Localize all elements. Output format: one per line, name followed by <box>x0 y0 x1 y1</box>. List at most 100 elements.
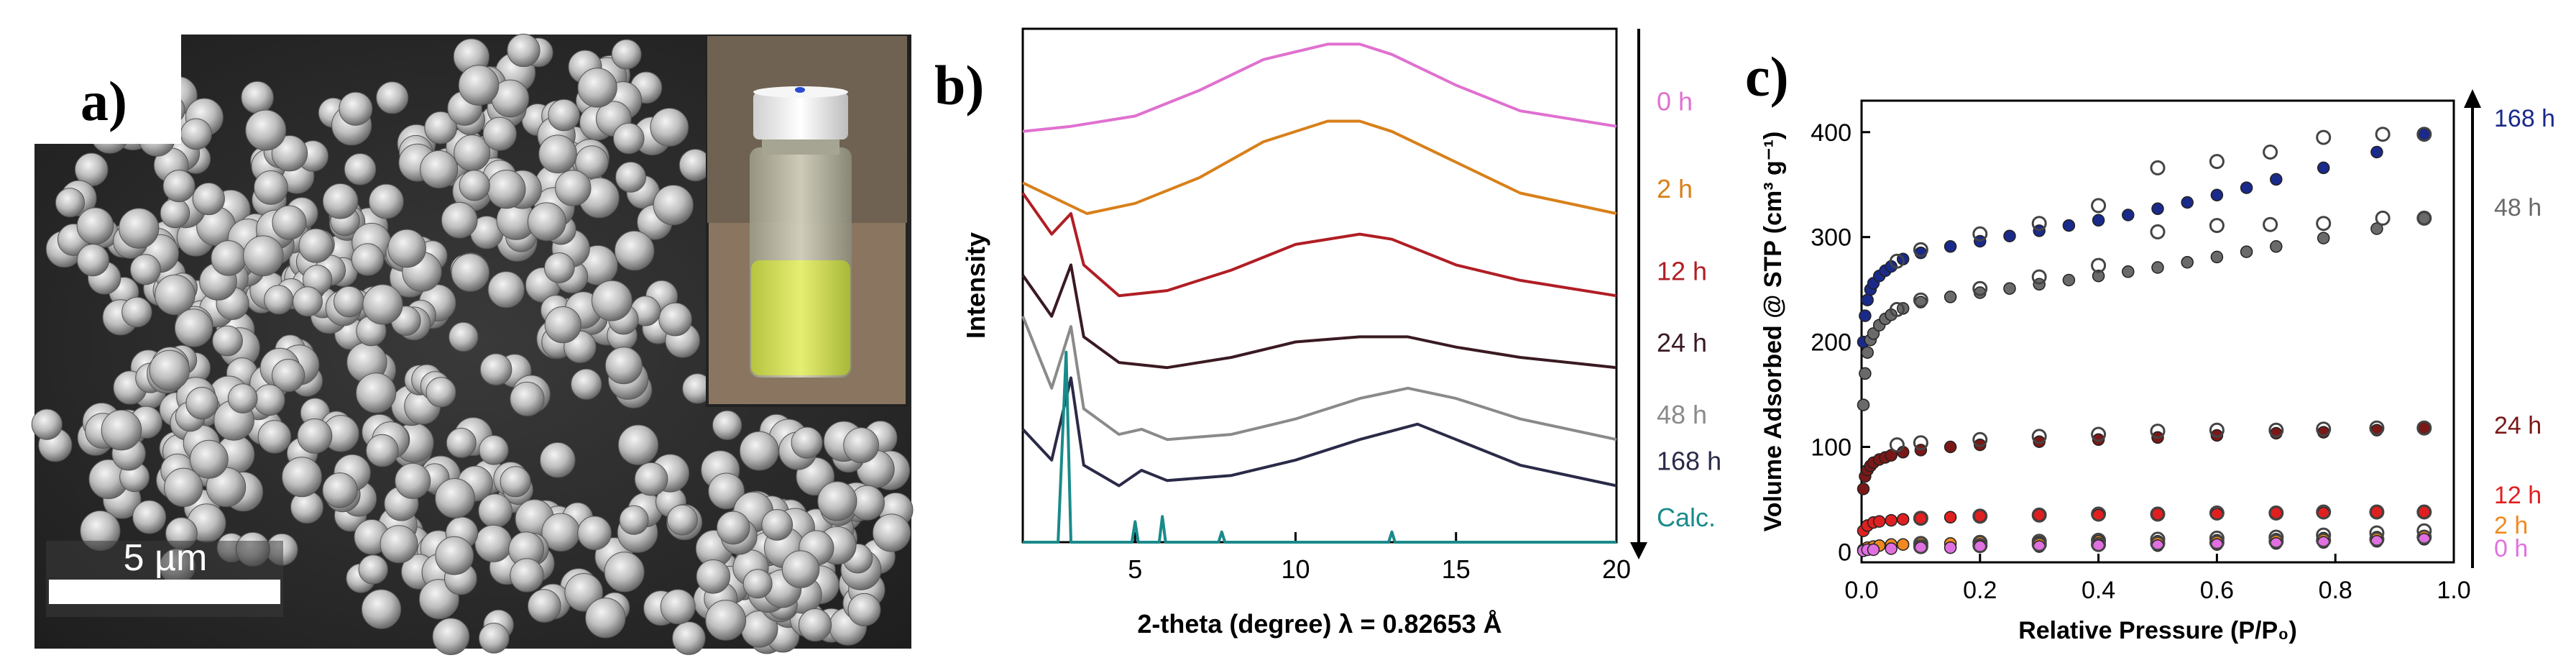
x-axis-label: Relative Pressure (P/P₀) <box>2018 617 2297 644</box>
series-label: 168 h <box>1657 447 1721 476</box>
x-tick-label: 15 <box>1442 554 1471 584</box>
desorption-point <box>1972 538 1988 554</box>
desorption-point <box>1889 437 1905 453</box>
sem-sphere <box>212 325 243 357</box>
desorption-point <box>2091 506 2107 522</box>
sem-sphere <box>55 188 86 218</box>
sem-sphere <box>538 134 577 173</box>
adsorption-point <box>2122 209 2135 221</box>
sem-sphere <box>362 284 403 325</box>
desorption-point <box>2268 505 2284 521</box>
x-tick-label: 0.0 <box>1844 577 1878 604</box>
adsorption-point <box>2370 222 2383 235</box>
sem-sphere <box>604 347 643 385</box>
xrd-chart: 5 10 15 20 2-theta (degree) λ = 0.82653 Å Int… <box>961 27 1721 639</box>
desorption-point <box>2150 536 2166 552</box>
sem-sphere <box>716 511 750 545</box>
desorption-point <box>2316 504 2332 520</box>
desorption-point <box>1913 292 1928 308</box>
sem-sphere <box>426 377 456 408</box>
desorption-point <box>2150 506 2166 522</box>
sem-sphere <box>366 434 399 467</box>
desorption-point <box>2150 224 2166 239</box>
sem-sphere <box>458 65 500 106</box>
desorption-point <box>2316 532 2332 548</box>
adsorption-point <box>1896 513 1910 526</box>
desorption-point <box>2268 534 2284 549</box>
desorption-point <box>2150 424 2166 439</box>
desorption-point <box>2031 507 2047 523</box>
series-label: 168 h <box>2494 105 2555 132</box>
x-tick-label: 0.2 <box>1963 577 1997 604</box>
sem-sphere <box>575 145 609 179</box>
y-axis-label: Intensity <box>961 232 990 339</box>
sem-sphere <box>712 410 742 440</box>
sem-sphere <box>387 229 426 268</box>
sem-sphere <box>798 608 832 642</box>
desorption-point <box>2209 218 2225 234</box>
y-tick-label: 100 <box>1811 434 1852 462</box>
sem-sphere <box>604 552 645 593</box>
sem-sphere <box>474 524 512 562</box>
sem-sphere <box>376 81 409 114</box>
sem-sphere <box>487 271 525 308</box>
sem-sphere <box>660 589 696 625</box>
adsorption-point <box>2003 282 2016 295</box>
sem-sphere <box>351 243 385 276</box>
sem-sphere <box>577 68 617 108</box>
sem-sphere <box>571 368 602 400</box>
x-tick-label: 1.0 <box>2437 577 2470 604</box>
sem-sphere <box>791 426 823 459</box>
vial-liquid <box>751 260 850 375</box>
sem-sphere <box>742 569 773 599</box>
adsorption-point <box>2092 269 2105 283</box>
series-label: 48 h <box>2494 194 2542 221</box>
desorption-point <box>2031 429 2047 444</box>
desorption-point <box>1889 253 1905 269</box>
sem-sphere <box>211 240 247 276</box>
sem-sphere <box>650 108 689 147</box>
adsorption-point <box>1857 398 1870 411</box>
sem-sphere <box>435 536 474 575</box>
adsorption-point <box>1867 327 1880 340</box>
sem-sphere <box>149 349 190 391</box>
sem-sphere <box>555 170 592 206</box>
adsorption-point <box>2210 429 2224 442</box>
adsorption-point <box>1885 449 1898 462</box>
series-label: Calc. <box>1657 503 1716 532</box>
sem-sphere <box>355 372 397 413</box>
series-label: 24 h <box>2494 412 2542 439</box>
adsorption-point <box>2317 161 2330 175</box>
sem-sphere <box>847 593 881 626</box>
x-tick-label: 5 <box>1128 554 1142 584</box>
x-tick-label: 0.6 <box>2200 577 2234 604</box>
sem-sphere <box>478 623 510 654</box>
adsorption-point <box>2210 188 2224 202</box>
sem-sphere <box>189 439 229 479</box>
y-tick-label: 0 <box>1838 539 1852 566</box>
x-axis-label: 2-theta (degree) λ = 0.82653 Å <box>1137 609 1501 639</box>
xrd-series-line <box>1023 350 1616 544</box>
adsorption-point <box>2062 273 2076 287</box>
desorption-point <box>2031 216 2047 232</box>
sem-sphere <box>817 481 857 521</box>
sem-sphere <box>271 135 308 172</box>
sem-sphere <box>174 308 213 347</box>
series-label: 0 h <box>1657 87 1693 116</box>
sem-sphere <box>76 244 109 277</box>
sem-sphere <box>478 493 512 529</box>
adsorption-point <box>2240 245 2253 258</box>
sem-sphere <box>293 286 323 317</box>
sem-sphere <box>132 500 167 534</box>
x-tick-label: 10 <box>1281 554 1310 584</box>
sem-sphere <box>658 302 692 337</box>
xrd-series-line <box>1022 42 1617 133</box>
sem-sphere <box>544 252 575 283</box>
scale-bar <box>49 580 280 604</box>
sem-sphere <box>577 516 612 551</box>
desorption-point <box>2316 421 2332 437</box>
desorption-point <box>1889 301 1905 317</box>
sem-sphere <box>76 207 114 245</box>
desorption-point <box>2369 504 2385 520</box>
desorption-point <box>2263 216 2278 232</box>
